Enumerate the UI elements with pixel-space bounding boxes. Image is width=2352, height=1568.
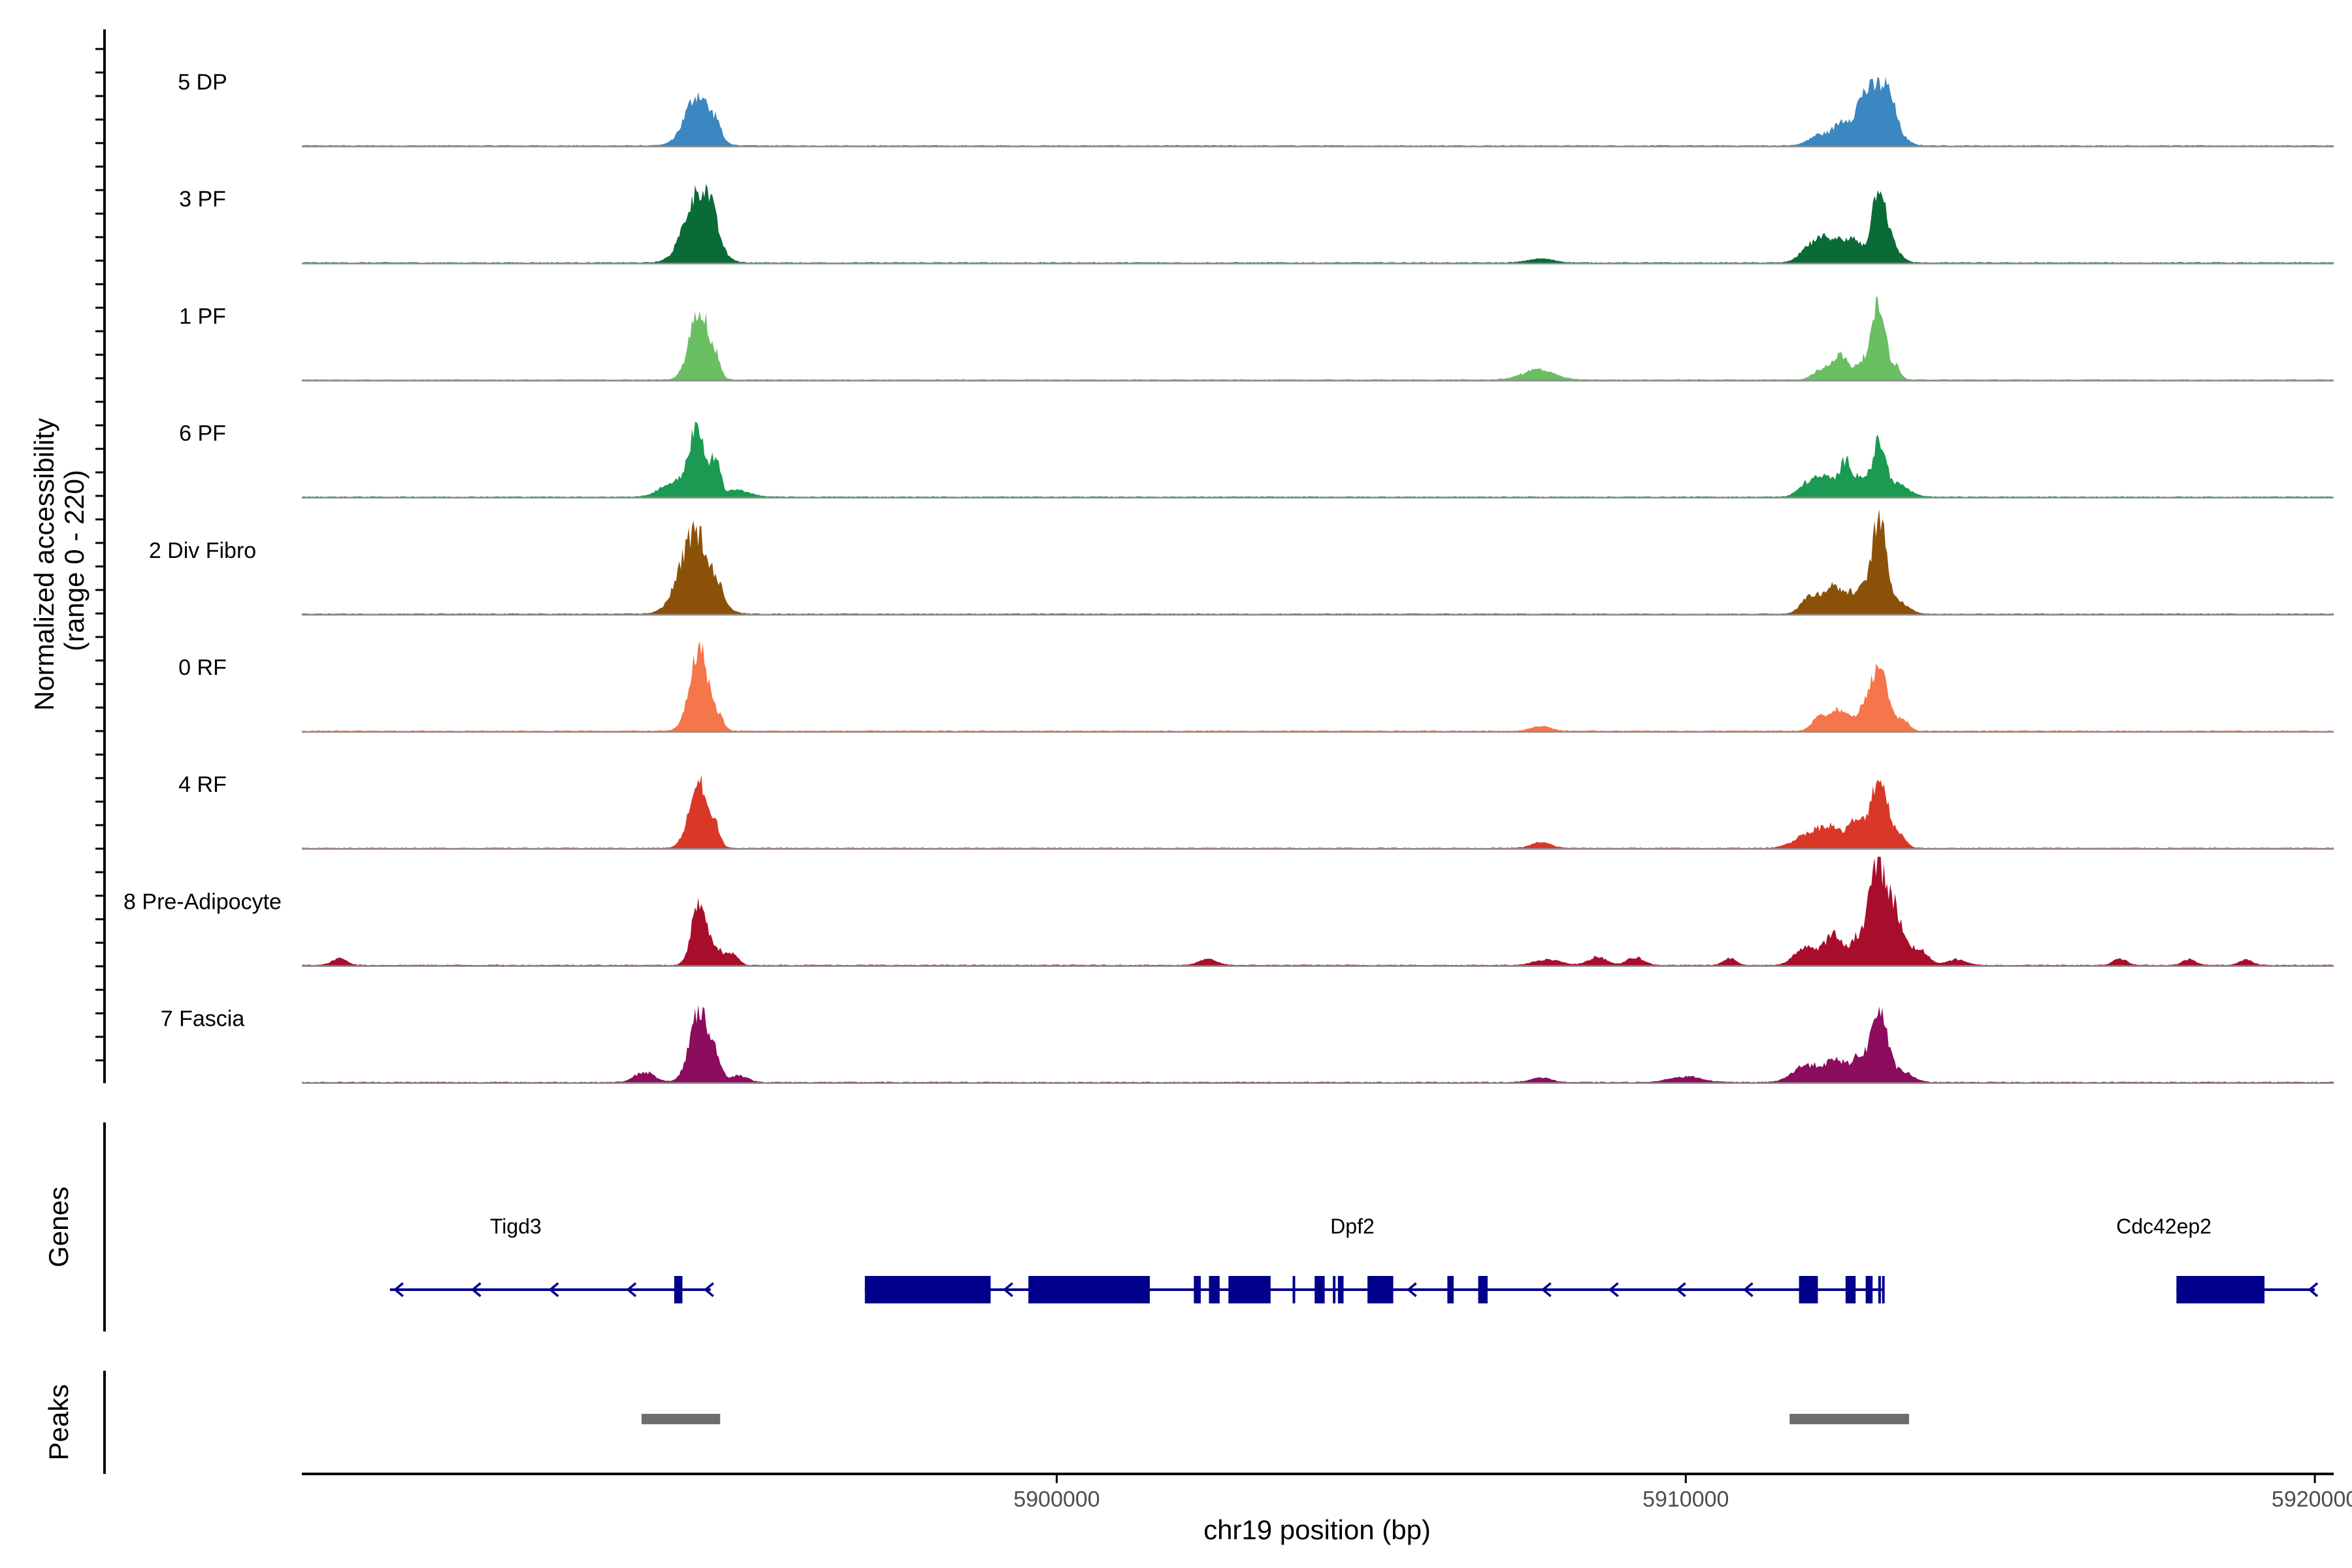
peaks-axis-label: Peaks [43, 1384, 74, 1461]
gene-exon [1799, 1276, 1818, 1303]
gene-label: Cdc42ep2 [2116, 1215, 2212, 1238]
gene-exon [1194, 1276, 1201, 1303]
peak-region [641, 1414, 721, 1424]
coverage-area [302, 76, 2334, 147]
strand-arrow [626, 1282, 637, 1298]
strand-arrow [1541, 1282, 1552, 1298]
x-tick-label: 5910000 [1642, 1487, 1729, 1512]
gene-exon [1292, 1276, 1296, 1303]
gene-exon [1882, 1276, 1885, 1303]
track: 1 PF [179, 297, 2334, 382]
track: 3 PF [179, 184, 2334, 265]
track-label: 7 Fascia [161, 1007, 245, 1032]
gene-exon [1865, 1276, 1873, 1303]
strand-arrow [548, 1282, 559, 1298]
track-label: 2 Div Fibro [149, 538, 256, 563]
track-label: 4 RF [178, 772, 227, 797]
x-tick-label: 5920000 [2272, 1487, 2352, 1512]
coverage-y-ticks [95, 48, 105, 1062]
coverage-area [302, 857, 2334, 966]
x-axis-label: chr19 position (bp) [1203, 1514, 1431, 1545]
strand-arrow [2308, 1282, 2319, 1298]
track: 7 Fascia [161, 1004, 2334, 1085]
gene-exon [1333, 1276, 1336, 1303]
strand-arrow [393, 1282, 404, 1298]
gene-exon [1228, 1276, 1271, 1303]
coverage-area [302, 774, 2334, 849]
track: 2 Div Fibro [149, 509, 2334, 616]
strand-arrow [1002, 1282, 1013, 1298]
coverage-area [302, 1004, 2334, 1083]
strand-arrow [1406, 1282, 1417, 1298]
gene: Cdc42ep2 [2116, 1215, 2319, 1303]
gene-exon [1878, 1276, 1881, 1303]
track-label: 8 Pre-Adipocyte [123, 889, 282, 914]
tracks-panel: 5 DP 3 PF 1 PF 6 PF 2 Div Fibro 0 RF 4 RF 8 Pre… [123, 70, 2334, 1085]
y-axis-label: Normalized accessibility (range 0 - 220) [29, 410, 90, 711]
coverage-area [302, 421, 2334, 498]
gene-exon [1337, 1276, 1344, 1303]
coverage-area [302, 297, 2334, 381]
strand-arrow [1742, 1282, 1754, 1298]
x-tick-label: 5900000 [1013, 1487, 1100, 1512]
gene-exon [1367, 1276, 1394, 1303]
coverage-area [302, 641, 2334, 732]
gene-exon [864, 1276, 991, 1303]
gene-exon [1028, 1276, 1150, 1303]
track-label: 3 PF [179, 187, 226, 212]
genes-panel: Tigd3 Dpf2 Cdc42ep2 [389, 1215, 2319, 1303]
track-label: 1 PF [179, 304, 226, 329]
gene-label: Dpf2 [1330, 1215, 1375, 1238]
strand-arrow [1675, 1282, 1686, 1298]
gene-exon [1845, 1276, 1856, 1303]
gene: Dpf2 [864, 1215, 1885, 1303]
gene: Tigd3 [389, 1215, 714, 1303]
gene-exon [674, 1276, 683, 1303]
strand-arrow [470, 1282, 482, 1298]
peaks-panel [641, 1414, 1910, 1424]
gene-exon [1447, 1276, 1454, 1303]
gene-exon [1315, 1276, 1325, 1303]
strand-arrow [1608, 1282, 1619, 1298]
track-label: 0 RF [178, 655, 227, 680]
track: 5 DP [178, 70, 2334, 148]
peak-region [1789, 1414, 1910, 1424]
gene-exon [1478, 1276, 1488, 1303]
genes-axis-label: Genes [43, 1186, 74, 1267]
x-axis-ticks: 5900000 5910000 5920000 [1013, 1474, 2352, 1512]
track: 6 PF [179, 421, 2334, 499]
track-label: 5 DP [178, 70, 227, 95]
strand-arrow [704, 1282, 714, 1298]
track: 0 RF [178, 641, 2334, 733]
gene-exon [1209, 1276, 1220, 1303]
coverage-area [302, 509, 2334, 615]
track-label: 6 PF [179, 421, 226, 446]
coverage-area [302, 184, 2334, 264]
track: 8 Pre-Adipocyte [123, 857, 2334, 967]
track: 4 RF [178, 772, 2334, 850]
gene-label: Tigd3 [490, 1215, 542, 1238]
gene-exon [2176, 1276, 2265, 1303]
